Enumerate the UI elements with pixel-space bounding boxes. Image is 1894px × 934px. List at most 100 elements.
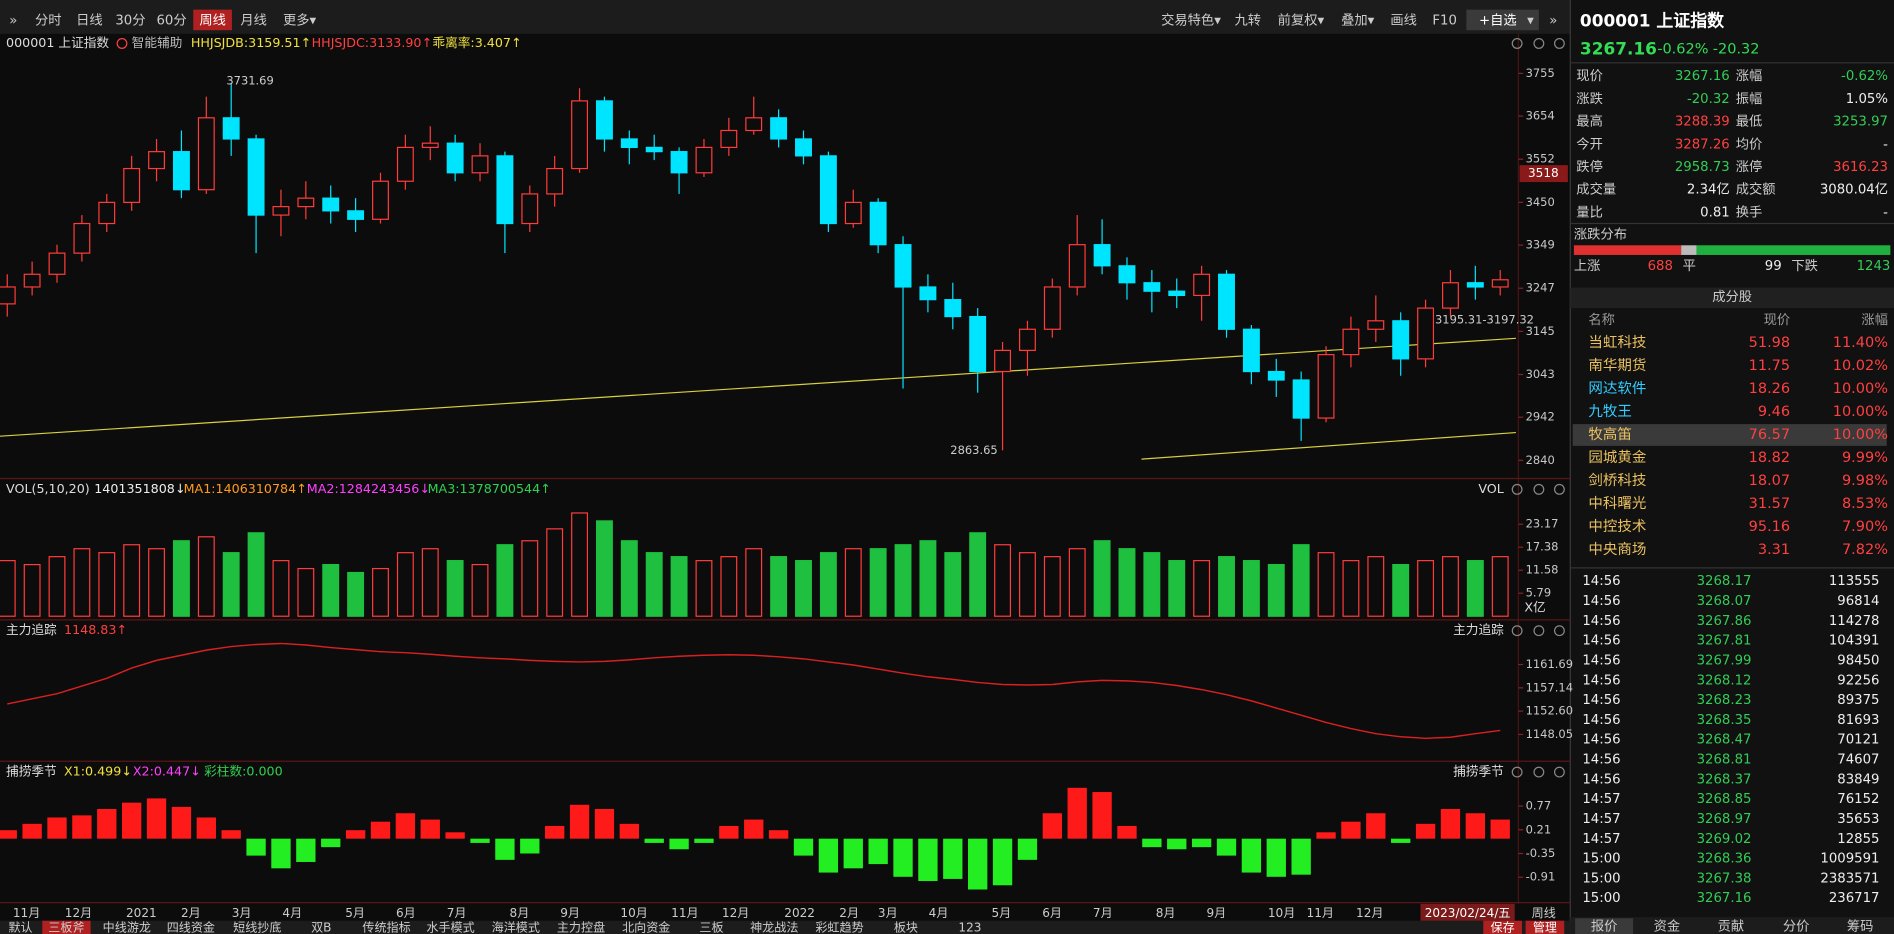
stock-price: 18.82 <box>1749 450 1790 466</box>
stock-change: 9.99% <box>1842 450 1888 466</box>
toolbar-button[interactable]: ▾ <box>1527 14 1534 29</box>
stock-name[interactable]: 网达软件 <box>1588 380 1646 397</box>
indicator-tab[interactable]: 四线资金 <box>167 919 215 934</box>
indicator-tab[interactable]: 主力控盘 <box>557 919 605 934</box>
toolbar-button[interactable]: 画线 <box>1390 13 1417 29</box>
stock-name[interactable]: 中科曙光 <box>1588 495 1646 512</box>
side-tab[interactable]: 报价 <box>1591 919 1618 934</box>
action-button[interactable]: 保存 <box>1491 920 1515 934</box>
y-tick-label: 1161.69 <box>1526 657 1573 671</box>
stock-name[interactable]: 当虹科技 <box>1588 334 1646 351</box>
tick-time: 15:00 <box>1582 891 1620 906</box>
dist-value: 99 <box>1765 259 1782 274</box>
y-tick-label: 3247 <box>1526 281 1555 295</box>
candle-body <box>1093 244 1111 267</box>
toolbar-button[interactable]: 叠加▾ <box>1341 13 1375 29</box>
toolbar-button[interactable]: 交易特色▾ <box>1161 12 1221 29</box>
volume-bar <box>595 520 613 617</box>
quote-label: 涨幅 <box>1736 68 1763 84</box>
toolbar-button[interactable]: +自选 <box>1479 13 1517 29</box>
season-bar <box>296 838 316 862</box>
x-tick-label: 8月 <box>510 906 530 920</box>
season-bar <box>1266 838 1286 877</box>
indicator-tab[interactable]: 短线抄底 <box>233 919 281 934</box>
side-tab[interactable]: 分价 <box>1783 919 1810 934</box>
indicator-tab[interactable]: 三板 <box>699 920 723 934</box>
candle-body <box>197 117 215 191</box>
indicator-tab[interactable]: 神龙战法 <box>750 920 798 934</box>
stock-name[interactable]: 剑桥科技 <box>1588 472 1646 489</box>
toolbar-tab[interactable]: 分时 <box>35 13 62 29</box>
toolbar-tab[interactable]: 30分 <box>115 13 145 29</box>
stock-name[interactable]: 中控技术 <box>1588 518 1646 535</box>
y-tick-label: 3043 <box>1526 367 1555 381</box>
candle-body <box>172 151 190 191</box>
tick-volume: 74607 <box>1837 753 1879 768</box>
season-bar <box>1490 819 1510 839</box>
indicator-tab[interactable]: 彩虹趋势 <box>815 920 863 934</box>
quote-label: 换手 <box>1736 204 1763 220</box>
tick-time: 14:56 <box>1582 753 1620 768</box>
side-tab[interactable]: 贡献 <box>1718 919 1745 934</box>
season-bar <box>744 819 764 839</box>
quote-value: 3616.23 <box>1833 160 1888 175</box>
quote-label: 最低 <box>1736 114 1763 130</box>
indicator-tab[interactable]: 北向资金 <box>622 919 670 934</box>
indicator-tab[interactable]: 板块 <box>894 920 918 934</box>
toolbar-button[interactable]: 九转 <box>1235 13 1262 29</box>
volume-bar <box>1218 556 1235 617</box>
x-tick-label: 8月 <box>1156 906 1176 920</box>
toolbar-button[interactable]: F10 <box>1432 14 1457 29</box>
stock-name[interactable]: 九牧王 <box>1588 403 1631 420</box>
indicator-tab[interactable]: 海洋模式 <box>492 919 540 934</box>
toolbar-tab[interactable]: 月线 <box>240 13 267 29</box>
annotation: 3731.69 <box>226 73 273 87</box>
y-tick-label: 3552 <box>1526 152 1555 166</box>
toolbar-tab[interactable]: 更多▾ <box>283 12 317 29</box>
date-box <box>1420 903 1515 921</box>
indicator-label: 乖离率:3.407↑ <box>432 35 521 50</box>
volume-bar <box>1417 560 1435 617</box>
x-tick-label: 6月 <box>396 906 416 920</box>
stock-price: 95.16 <box>1749 519 1790 535</box>
stock-name[interactable]: 中央商场 <box>1588 541 1646 558</box>
x-tick-label: 12月 <box>1356 906 1383 920</box>
side-tab[interactable]: 资金 <box>1654 919 1681 934</box>
candle-body <box>1043 286 1061 330</box>
indicator-tab[interactable]: 三板斧 <box>48 920 84 934</box>
indicator-tab[interactable]: 123 <box>958 920 981 934</box>
toolbar-tab[interactable]: 60分 <box>156 13 186 29</box>
tick-price: 3268.17 <box>1697 574 1752 589</box>
candle-body <box>471 155 489 174</box>
indicator-tab[interactable]: 水手模式 <box>426 920 474 934</box>
tick-volume: 89375 <box>1837 693 1879 708</box>
side-tab[interactable]: 筹码 <box>1847 918 1874 934</box>
season-bar <box>47 817 67 839</box>
action-bg <box>1483 920 1522 934</box>
stock-name[interactable]: 牧高笛 <box>1588 426 1631 443</box>
toolbar-tab[interactable]: » <box>9 14 17 29</box>
season-bar <box>1167 838 1187 850</box>
stock-price: 31.57 <box>1749 496 1790 512</box>
action-button[interactable]: 管理 <box>1533 919 1557 934</box>
quote-value: 2.34亿 <box>1687 182 1730 198</box>
unit-label: X亿 <box>1524 599 1545 614</box>
toolbar-button[interactable]: » <box>1549 14 1557 29</box>
toolbar-tab[interactable]: 日线 <box>76 13 103 29</box>
indicator-tab[interactable]: 中线游龙 <box>103 919 151 934</box>
assist-icon <box>116 38 128 49</box>
dist-down <box>1696 245 1891 255</box>
toolbar-button[interactable]: 前复权▾ <box>1278 12 1325 29</box>
season-bar <box>1415 823 1436 839</box>
indicator-tab[interactable]: 传统指标 <box>362 919 410 934</box>
toolbar-tab[interactable]: 周线 <box>199 13 226 29</box>
indicator-tab[interactable]: 默认 <box>8 919 32 934</box>
y-tick-label: 23.17 <box>1526 517 1559 531</box>
stock-name[interactable]: 园城黄金 <box>1588 449 1646 466</box>
volume-bar <box>222 552 240 617</box>
stock-name[interactable]: 南华期货 <box>1588 357 1646 374</box>
indicator-tab[interactable]: 双B <box>311 920 331 934</box>
quote-title: 000001 上证指数 <box>1580 11 1724 31</box>
season-bar <box>669 838 689 850</box>
volume-bar <box>23 563 41 617</box>
